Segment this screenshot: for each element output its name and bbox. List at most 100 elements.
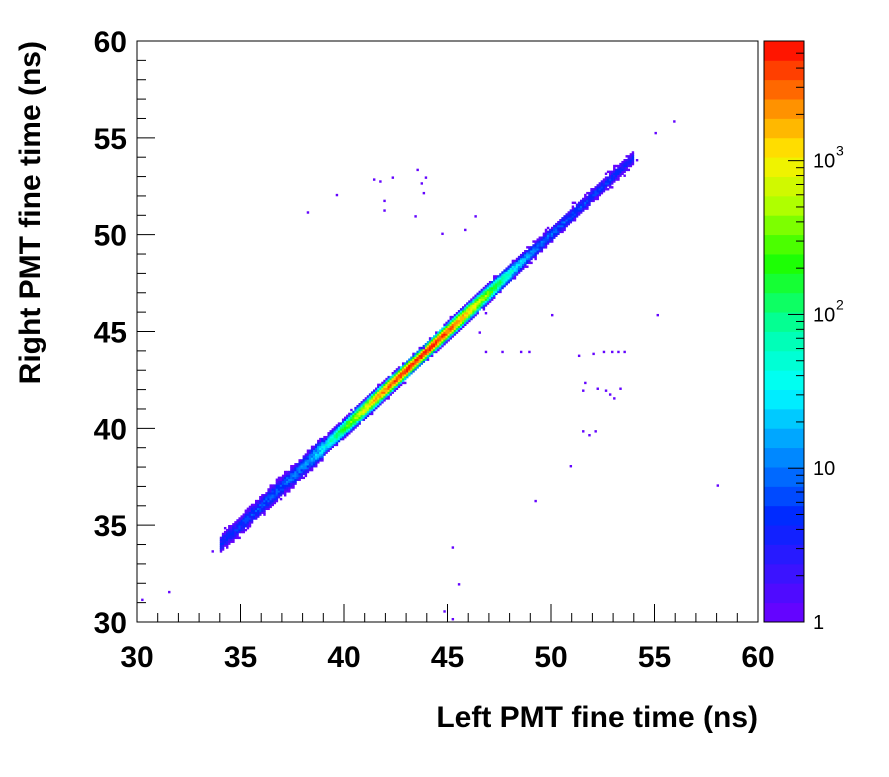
heatmap-cell — [310, 465, 314, 468]
heatmap-cell — [495, 275, 498, 278]
heatmap-cell — [265, 501, 268, 505]
heatmap-cell — [323, 437, 326, 441]
heatmap-cell — [439, 329, 442, 332]
heatmap-cell — [478, 304, 481, 307]
heatmap-cell — [277, 492, 281, 495]
heatmap-cell — [555, 224, 558, 228]
heatmap-cell — [414, 356, 417, 359]
heatmap-cell — [364, 412, 368, 416]
heatmap-cell — [548, 230, 552, 234]
heatmap-cell — [420, 348, 424, 352]
heatmap-cell — [582, 197, 585, 201]
heatmap-cell — [288, 470, 291, 474]
heatmap-cell — [424, 356, 428, 359]
heatmap-cell — [341, 430, 345, 433]
heatmap-cell — [478, 294, 481, 297]
heatmap-cell — [393, 370, 397, 373]
heatmap-cell — [248, 505, 252, 509]
heatmap-cell — [273, 488, 277, 491]
heatmap-cell — [428, 354, 432, 358]
heatmap-cell — [348, 418, 351, 421]
heatmap-cell — [240, 517, 243, 520]
heatmap-cell — [565, 224, 568, 228]
heatmap-cell — [321, 437, 324, 441]
heatmap-cell — [236, 519, 239, 522]
heatmap-cell — [385, 385, 388, 389]
heatmap-cell — [395, 379, 399, 383]
heatmap-cell — [542, 246, 546, 249]
heatmap-cell — [480, 304, 484, 307]
heatmap-cell — [344, 418, 347, 421]
heatmap-cell — [257, 499, 260, 503]
heatmap-cell — [480, 298, 484, 301]
heatmap-cell — [323, 445, 326, 449]
heatmap-cell — [370, 391, 374, 394]
heatmap-cell — [302, 466, 306, 470]
heatmap-cell — [461, 323, 465, 327]
heatmap-cell — [493, 284, 496, 288]
heatmap-cell — [356, 404, 359, 408]
heatmap-cell — [379, 403, 382, 406]
heatmap-cell — [368, 393, 372, 396]
heatmap-cell — [631, 159, 635, 162]
heatmap-cell — [495, 277, 498, 280]
heatmap-cell — [370, 406, 374, 410]
heatmap-cell — [466, 304, 469, 307]
heatmap-cell — [304, 457, 308, 460]
color-scale-band — [764, 486, 804, 507]
heatmap-cell — [412, 356, 415, 359]
heatmap-cell — [275, 488, 279, 491]
heatmap-cell — [321, 455, 324, 458]
heatmap-cell — [493, 279, 496, 282]
heatmap-cell — [296, 463, 299, 466]
heatmap-cell — [569, 219, 573, 222]
heatmap-cell — [308, 463, 312, 466]
heatmap-cell — [393, 375, 397, 379]
heatmap-cell — [323, 439, 326, 443]
heatmap-cell — [387, 375, 390, 379]
heatmap-cell — [586, 201, 589, 205]
heatmap-cell — [615, 170, 618, 174]
heatmap-cell — [422, 354, 426, 358]
heatmap-cell — [430, 346, 434, 350]
heatmap-cell — [234, 536, 237, 540]
heatmap-cell — [499, 286, 502, 290]
heatmap-cell — [341, 432, 345, 435]
heatmap-cell — [509, 265, 513, 268]
heatmap-cell — [528, 259, 531, 263]
y-tick-label: 45 — [94, 317, 127, 350]
heatmap-cell — [244, 525, 248, 528]
heatmap-cell — [495, 290, 498, 294]
heatmap-cell — [352, 422, 355, 425]
heatmap-cell — [306, 470, 310, 474]
heatmap-cell — [493, 275, 496, 278]
heatmap-cell — [308, 468, 312, 472]
heatmap-cell — [507, 267, 510, 270]
heatmap-cell — [501, 271, 504, 274]
heatmap-cell — [461, 317, 465, 321]
heatmap-cell — [350, 422, 353, 425]
heatmap-cell — [524, 257, 527, 261]
heatmap-cell — [381, 399, 384, 402]
heatmap-cell — [551, 240, 554, 243]
heatmap-cell — [375, 399, 378, 402]
heatmap-cell — [335, 424, 339, 427]
heatmap-cell — [459, 319, 463, 323]
heatmap-cell — [538, 238, 541, 241]
heatmap-cell — [354, 420, 357, 423]
heatmap-cell — [592, 195, 595, 199]
heatmap-cell — [540, 246, 544, 249]
heatmap-cell — [598, 184, 602, 187]
heatmap-cell — [254, 507, 258, 511]
heatmap-cell — [397, 377, 401, 381]
heatmap-cell — [381, 385, 384, 389]
heatmap-cell — [470, 315, 473, 319]
heatmap-cell — [271, 492, 274, 495]
heatmap-cell — [375, 403, 378, 406]
heatmap-cell — [350, 408, 353, 412]
heatmap-cell — [437, 333, 440, 336]
heatmap-cell — [248, 515, 252, 518]
heatmap-outlier-cell — [478, 331, 481, 334]
heatmap-cell — [517, 271, 521, 274]
